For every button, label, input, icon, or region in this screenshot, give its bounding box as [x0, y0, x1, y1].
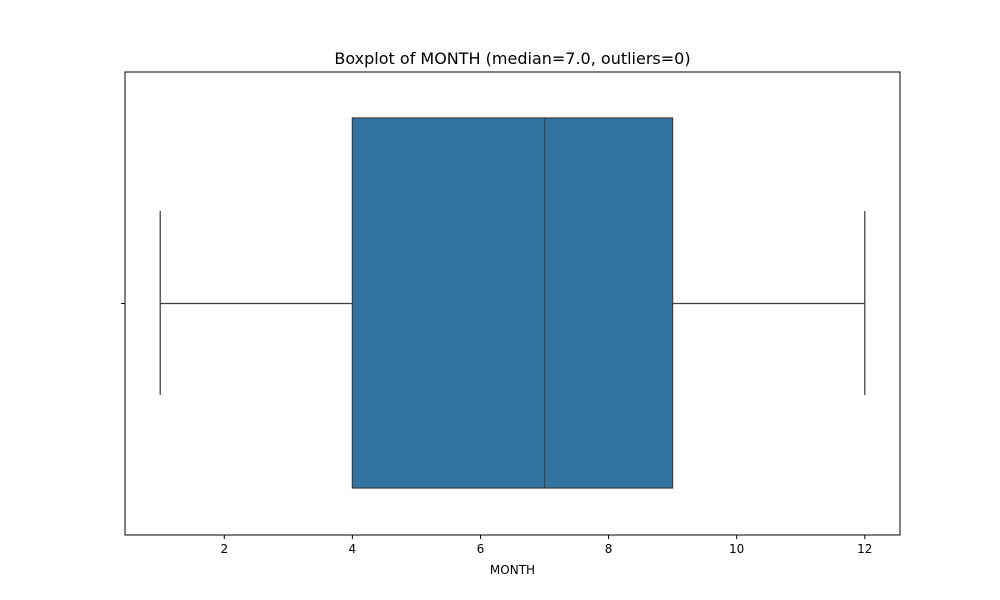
- x-tick-label: 8: [605, 542, 613, 556]
- x-tick-label: 6: [477, 542, 485, 556]
- chart-title: Boxplot of MONTH (median=7.0, outliers=0…: [334, 49, 690, 68]
- x-axis-label: MONTH: [490, 563, 535, 577]
- x-tick-label: 10: [729, 542, 744, 556]
- x-axis-ticks: 2 4 6 8 10 12: [220, 535, 872, 556]
- x-tick-label: 2: [220, 542, 228, 556]
- iqr-box: [351, 117, 674, 489]
- x-tick-label: 12: [857, 542, 872, 556]
- x-tick-label: 4: [349, 542, 357, 556]
- plot-area: [159, 117, 866, 489]
